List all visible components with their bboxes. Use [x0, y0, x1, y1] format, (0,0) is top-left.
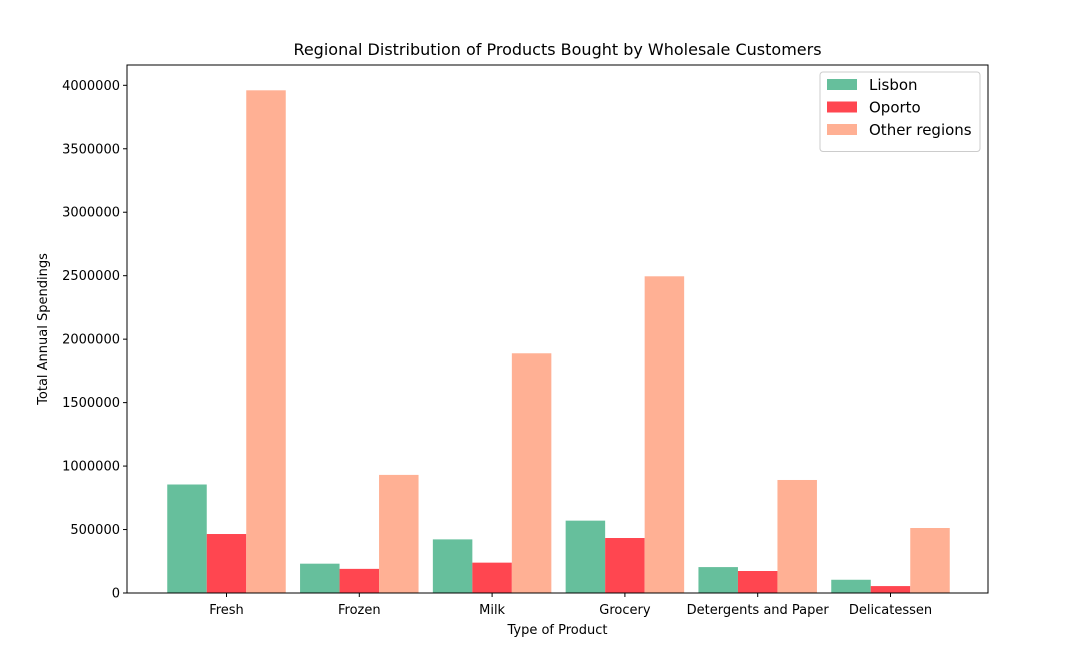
bar-other-regions-delicatessen — [910, 528, 950, 593]
bar-lisbon-milk — [432, 539, 473, 593]
legend-swatch — [827, 79, 857, 90]
legend-label: Lisbon — [869, 76, 918, 94]
x-tick-label: Milk — [479, 603, 505, 618]
chart-title: Regional Distribution of Products Bought… — [293, 40, 821, 59]
y-tick-label: 3500000 — [62, 142, 120, 157]
x-axis-label: Type of Product — [506, 623, 607, 638]
bars-group — [167, 90, 950, 594]
bar-oporto-detergents-and-paper — [737, 571, 778, 593]
bar-oporto-frozen — [339, 568, 380, 593]
x-tick-label: Fresh — [209, 603, 244, 618]
y-axis-label: Total Annual Spendings — [36, 253, 51, 406]
x-tick-label: Grocery — [599, 603, 651, 618]
y-tick-label: 2500000 — [62, 269, 120, 284]
bar-other-regions-frozen — [379, 474, 419, 593]
legend-swatch — [827, 124, 857, 135]
bar-lisbon-frozen — [300, 563, 340, 593]
x-axis-ticks: Fresh Frozen Milk Grocery Detergents and Pap… — [209, 593, 932, 618]
bar-oporto-fresh — [206, 534, 247, 593]
bar-lisbon-delicatessen — [831, 579, 871, 593]
bar-lisbon-detergents-and-paper — [698, 567, 738, 593]
y-tick-label: 1000000 — [62, 460, 120, 475]
bar-other-regions-milk — [511, 353, 552, 593]
bar-lisbon-grocery — [565, 520, 606, 593]
bar-oporto-milk — [472, 562, 512, 593]
y-tick-label: 3000000 — [62, 206, 120, 221]
y-tick-label: 0 — [112, 587, 120, 602]
legend-box — [819, 71, 981, 152]
bar-other-regions-fresh — [246, 90, 286, 594]
bar-other-regions-detergents-and-paper — [777, 479, 817, 593]
legend-label: Oporto — [869, 99, 921, 117]
legend-swatch — [827, 101, 857, 113]
x-tick-label: Frozen — [338, 603, 381, 618]
bar-oporto-grocery — [605, 538, 645, 593]
y-tick-label: 1500000 — [62, 396, 120, 411]
plot-frame — [126, 64, 989, 594]
bar-lisbon-fresh — [167, 484, 207, 593]
y-axis-ticks: 0 500000 1000000 1500000 2000000 2500000 30000… — [62, 79, 127, 602]
legend-label: Other regions — [869, 121, 972, 139]
x-tick-label: Detergents and Paper — [687, 603, 830, 618]
bar-oporto-delicatessen — [870, 586, 911, 593]
y-tick-label: 500000 — [70, 523, 120, 538]
bar-other-regions-grocery — [644, 276, 685, 593]
legend: Lisbon Oporto Other regions — [819, 71, 981, 152]
x-tick-label: Delicatessen — [849, 603, 932, 618]
y-tick-label: 2000000 — [62, 333, 120, 348]
y-tick-label: 4000000 — [62, 79, 120, 94]
